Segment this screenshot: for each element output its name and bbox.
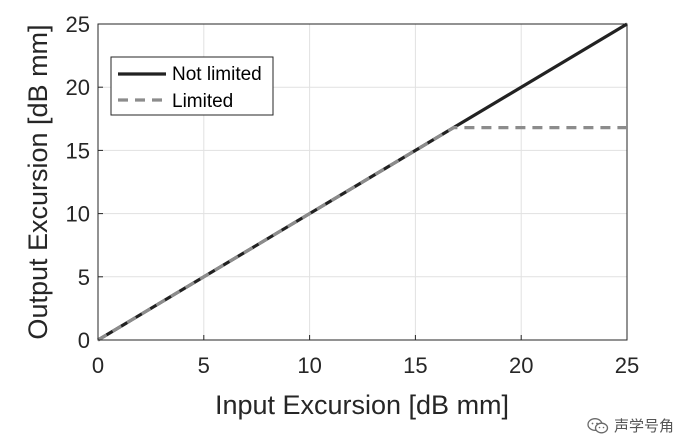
y-tick-label-3: 15 bbox=[66, 138, 90, 163]
wechat-icon bbox=[587, 417, 609, 433]
grid bbox=[98, 24, 627, 340]
x-tick-label-4: 20 bbox=[509, 353, 533, 378]
x-tick-label-2: 10 bbox=[297, 353, 321, 378]
x-tick-labels: 0 5 10 15 20 25 bbox=[92, 335, 639, 378]
y-axis-label: Output Excursion [dB mm] bbox=[23, 24, 53, 339]
legend-label-limited: Limited bbox=[172, 91, 233, 112]
plot-area bbox=[97, 23, 628, 341]
y-tick-label-5: 25 bbox=[66, 12, 90, 37]
x-tick-label-5: 25 bbox=[615, 353, 639, 378]
legend-box bbox=[110, 56, 274, 116]
legend-label-not-limited: Not limited bbox=[172, 64, 262, 85]
y-tick-label-1: 5 bbox=[78, 265, 90, 290]
x-tick-label-3: 15 bbox=[403, 353, 427, 378]
watermark-text: 声学号角 bbox=[613, 417, 674, 435]
x-tick-label-1: 5 bbox=[198, 353, 210, 378]
y-tick-label-4: 20 bbox=[66, 75, 90, 100]
legend: Not limited Limited bbox=[110, 56, 274, 116]
x-tick-label-0: 0 bbox=[92, 353, 104, 378]
y-tick-label-2: 10 bbox=[66, 202, 90, 227]
x-axis-label: Input Excursion [dB mm] bbox=[215, 390, 509, 420]
y-tick-label-0: 0 bbox=[78, 328, 90, 353]
watermark: 声学号角 bbox=[587, 415, 674, 436]
y-tick-labels: 0 5 10 15 20 25 bbox=[66, 12, 103, 353]
series-line-1 bbox=[97, 126, 627, 342]
series-group bbox=[97, 22, 628, 342]
